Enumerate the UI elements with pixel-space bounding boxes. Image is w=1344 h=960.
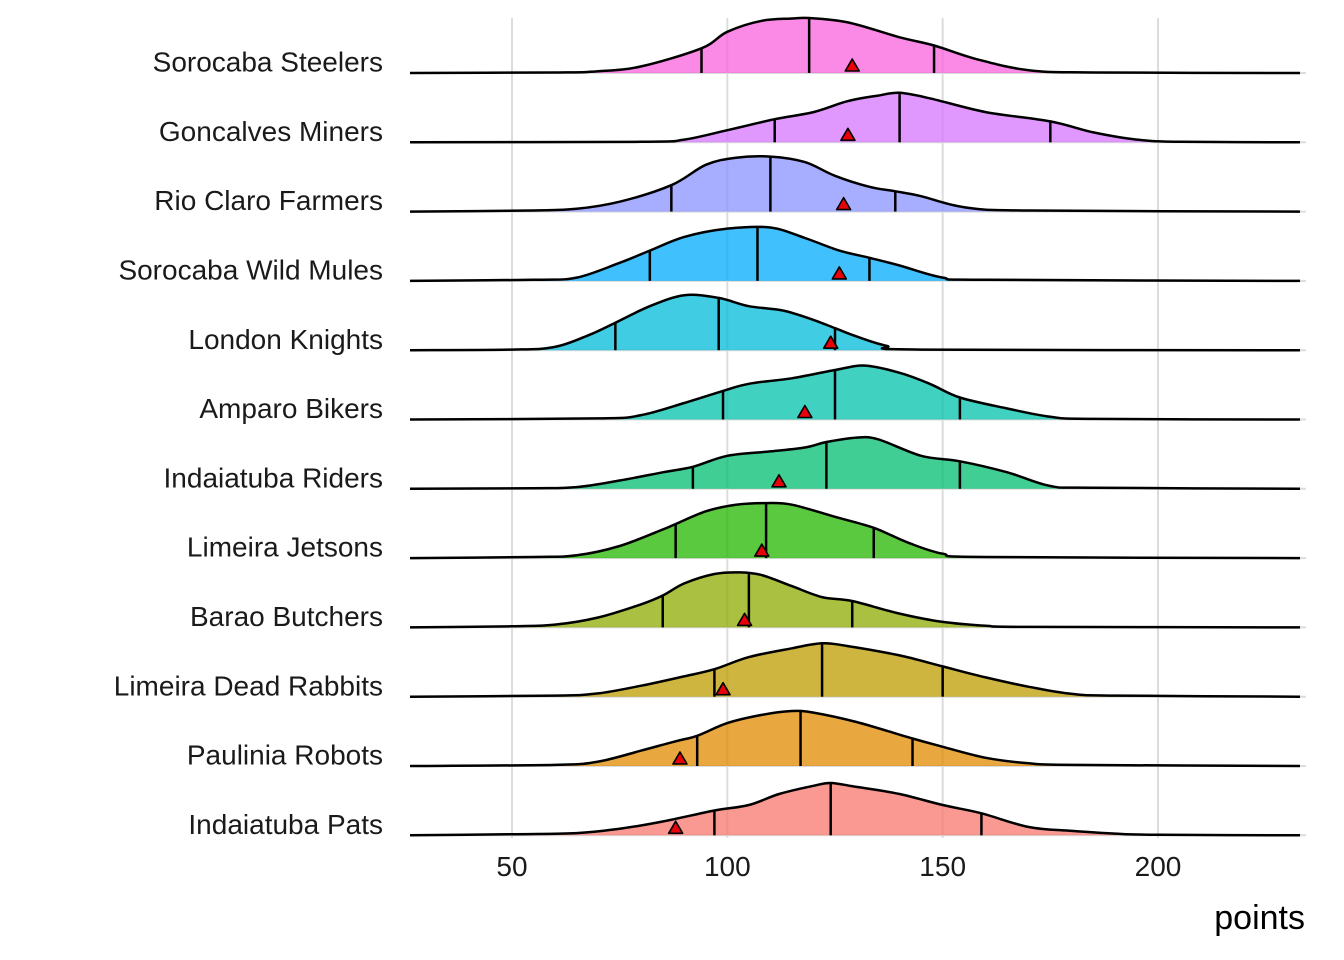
marker-triangle: [840, 127, 856, 142]
row-label: Limeira Dead Rabbits: [114, 670, 383, 701]
ridge-outline: [409, 293, 1301, 352]
ridge-outline: [409, 16, 1301, 75]
ridge-fill: [410, 294, 1300, 351]
ridge: [409, 155, 1301, 213]
ridge: [409, 781, 1301, 837]
x-axis-title: points: [1214, 899, 1305, 937]
ridge-fill: [410, 17, 1300, 73]
marker-triangle: [771, 474, 787, 488]
ridge-outline: [409, 501, 1301, 560]
marker-triangle: [667, 820, 684, 835]
ridge-outline: [409, 709, 1301, 768]
ridge: [409, 709, 1301, 768]
ridge: [409, 91, 1301, 144]
ridge-fill: [410, 710, 1300, 766]
ridge: [409, 293, 1301, 352]
ridge-outline: [409, 435, 1301, 491]
ridge-outline: [409, 91, 1301, 144]
row-label: Paulinia Robots: [187, 740, 383, 771]
row-label: Barao Butchers: [190, 601, 383, 632]
x-tick-label: 150: [919, 851, 966, 882]
marker-triangle: [715, 681, 731, 696]
ridge-outline: [409, 781, 1301, 837]
row-label: Goncalves Miners: [159, 116, 383, 147]
marker-triangle: [672, 751, 688, 765]
ridges: [409, 16, 1301, 837]
row-label: London Knights: [188, 324, 383, 355]
ridge-fill: [410, 437, 1300, 489]
x-tick-label: 50: [496, 851, 527, 882]
row-label: Rio Claro Farmers: [154, 185, 383, 216]
marker-triangle: [844, 58, 861, 72]
marker-triangle: [736, 612, 753, 627]
ridge-fill: [410, 226, 1300, 281]
ridge: [409, 225, 1301, 283]
marker-triangle: [831, 266, 848, 280]
row-label: Indaiatuba Riders: [164, 462, 383, 493]
ridge-fill: [410, 782, 1300, 836]
row-label: Indaiatuba Pats: [188, 809, 383, 840]
ridge-fill: [410, 643, 1300, 697]
marker-triangle: [835, 196, 852, 211]
ridge: [409, 642, 1301, 698]
marker-triangle: [753, 543, 770, 557]
ridge-fill: [410, 503, 1300, 559]
ridge-outline: [409, 571, 1301, 629]
ridge: [409, 16, 1301, 75]
marker-triangle: [797, 404, 813, 419]
ridge-outline: [409, 225, 1301, 283]
row-label: Sorocaba Steelers: [153, 47, 383, 78]
marker-triangle: [822, 335, 839, 349]
row-label: Sorocaba Wild Mules: [118, 255, 383, 286]
row-label: Limeira Jetsons: [187, 532, 383, 563]
ridge-outline: [409, 642, 1301, 698]
ridge-outline: [409, 155, 1301, 213]
ridge: [409, 501, 1301, 560]
x-tick-label: 100: [704, 851, 751, 882]
ridge-fill: [410, 365, 1300, 420]
ridge: [409, 364, 1301, 421]
row-labels: Sorocaba Steelers Goncalves Miners Rio Cla…: [114, 47, 383, 840]
ridge-fill: [410, 92, 1300, 143]
ridge-outline: [409, 364, 1301, 421]
ridge: [409, 571, 1301, 629]
ridge-fill: [410, 572, 1300, 628]
x-axis-ticks: 50 100 150 200: [496, 851, 1181, 882]
ridge: [409, 435, 1301, 491]
row-label: Amparo Bikers: [199, 393, 383, 424]
x-tick-label: 200: [1135, 851, 1182, 882]
